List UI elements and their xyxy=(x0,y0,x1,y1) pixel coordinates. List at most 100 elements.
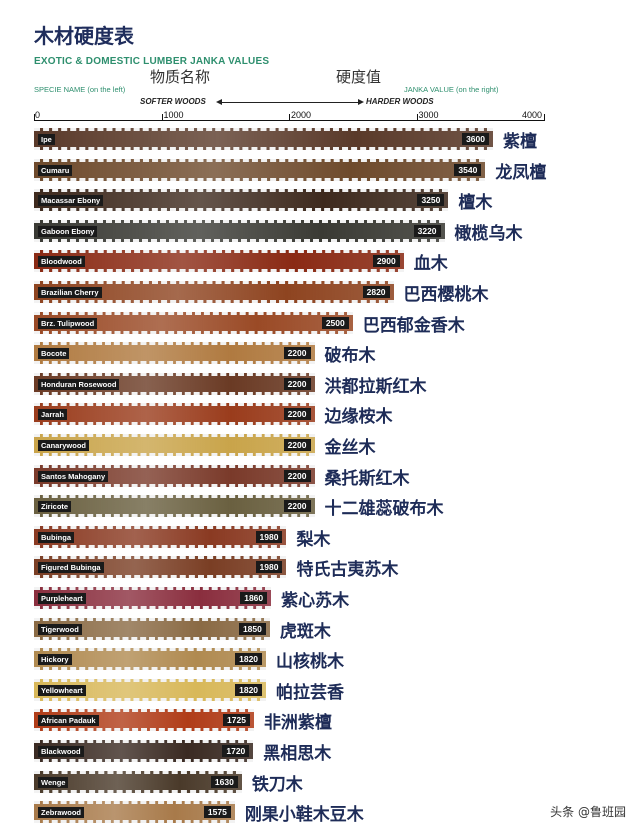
bar-value-label: 1980 xyxy=(255,561,283,574)
bar: Wenge 1630 xyxy=(34,770,242,793)
chart-subtitle: EXOTIC & DOMESTIC LUMBER JANKA VALUES xyxy=(34,56,270,67)
bar-category-label: Purpleheart xyxy=(38,593,86,604)
bar: Santos Mahogany 2200 xyxy=(34,464,315,487)
bar: Macassar Ebony 3250 xyxy=(34,189,449,212)
bar-cn-label: 巴西郁金香木 xyxy=(362,315,465,336)
bar-category-label: Bocote xyxy=(38,348,70,360)
direction-arrow xyxy=(216,99,364,105)
x-tick-mark xyxy=(289,114,290,121)
bar-category-label: Canarywood xyxy=(38,440,90,451)
bar-cn-label: 特氏古夷苏木 xyxy=(296,560,399,581)
bar: Bubinga 1980 xyxy=(34,525,287,548)
bar-category-label: Brazilian Cherry xyxy=(38,287,102,298)
bar-category-label: Zebrawood xyxy=(38,807,85,819)
bar-value-label: 1860 xyxy=(240,592,268,604)
bar-value-label: 2200 xyxy=(283,469,311,482)
cn-right-label: 硬度值 xyxy=(336,68,382,86)
bar-category-label: Cumaru xyxy=(38,164,73,176)
bar: Brazilian Cherry 2820 xyxy=(34,281,394,303)
bar-category-label: Blackwood xyxy=(38,746,84,757)
bar-cn-label: 山核桃木 xyxy=(276,652,345,673)
bar: Jarrah 2200 xyxy=(34,403,315,426)
bar-category-label: Wenge xyxy=(38,776,69,788)
bar-cn-label: 巴西樱桃木 xyxy=(403,285,489,305)
x-tick-mark xyxy=(544,114,545,121)
harder-label: HARDER WOODS xyxy=(366,97,434,106)
bar-category-label: Tigerwood xyxy=(38,623,82,635)
bar-cn-label: 紫心苏木 xyxy=(281,591,350,611)
bar-cn-label: 龙凤檀 xyxy=(495,162,547,183)
bar-value-label: 1980 xyxy=(255,530,283,543)
bar-cn-label: 刚果小鞋木豆木 xyxy=(244,805,364,826)
bar: Ziricote 2200 xyxy=(34,495,315,518)
bar: Brz. Tulipwood 2500 xyxy=(34,311,353,334)
bar-value-label: 1630 xyxy=(210,775,238,788)
bar-value-label: 2200 xyxy=(283,347,311,360)
bar: Yellowheart 1820 xyxy=(34,678,267,701)
bar-category-label: Hickory xyxy=(38,654,72,666)
bar-category-label: Brz. Tulipwood xyxy=(38,317,98,329)
bar: Honduran Rosewood 2200 xyxy=(34,372,315,395)
bar-category-label: Gaboon Ebony xyxy=(38,225,98,237)
bar: Ipe 3600 xyxy=(34,128,493,150)
bar-category-label: Macassar Ebony xyxy=(38,195,104,207)
x-tick-mark xyxy=(416,114,418,121)
bar: Cumaru 3540 xyxy=(34,158,486,181)
bar: Blackwood 1720 xyxy=(34,740,254,762)
bar-value-label: 2200 xyxy=(283,377,311,390)
bar-value-label: 3600 xyxy=(462,133,489,145)
bar-value-label: 1575 xyxy=(203,806,231,819)
x-tick-label: 4000 xyxy=(522,110,543,120)
x-tick-mark xyxy=(161,114,163,121)
bar-cn-label: 金丝木 xyxy=(324,438,376,458)
x-tick-label: 0 xyxy=(35,110,41,120)
page-title: 木材硬度表 xyxy=(34,24,134,48)
bar: Zebrawood 1575 xyxy=(34,801,235,824)
bar-value-label: 2820 xyxy=(362,286,390,298)
bar: African Padauk 1725 xyxy=(34,709,254,732)
bar-value-label: 2200 xyxy=(283,408,311,421)
bar-cn-label: 帕拉芸香 xyxy=(276,682,345,703)
bar: Hickory 1820 xyxy=(34,648,267,671)
bar-cn-label: 血木 xyxy=(413,254,448,275)
x-tick-label: 2000 xyxy=(291,110,312,120)
bar-cn-label: 梨木 xyxy=(296,529,331,550)
bar-cn-label: 黑相思木 xyxy=(263,744,332,764)
bar: Bloodwood 2900 xyxy=(34,250,404,273)
bar-category-label: Figured Bubinga xyxy=(38,562,104,574)
bar-value-label: 2200 xyxy=(283,439,311,451)
bar-value-label: 2500 xyxy=(321,316,349,329)
right-caption: JANKA VALUE (on the right) xyxy=(404,85,499,94)
bar-value-label: 1725 xyxy=(223,714,250,727)
bar-category-label: Jarrah xyxy=(38,409,67,421)
x-tick-label: 3000 xyxy=(418,110,439,120)
x-tick-mark xyxy=(34,114,35,121)
bar-cn-label: 桑托斯红木 xyxy=(324,468,410,489)
bar-cn-label: 十二雄蕊破布木 xyxy=(324,499,444,520)
bar-value-label: 3250 xyxy=(417,194,445,207)
watermark: 头条 @鲁班园 xyxy=(550,805,626,819)
bar-category-label: Ipe xyxy=(38,134,55,145)
bar-category-label: African Padauk xyxy=(38,715,99,727)
bar: Tigerwood 1850 xyxy=(34,617,270,640)
bar-cn-label: 虎斑木 xyxy=(279,621,331,642)
bar-category-label: Bubinga xyxy=(38,531,74,543)
bar-cn-label: 洪都拉斯红木 xyxy=(324,376,427,397)
bar-category-label: Santos Mahogany xyxy=(38,470,109,482)
left-caption: SPECIE NAME (on the left) xyxy=(34,85,126,94)
bar-value-label: 1850 xyxy=(238,622,266,635)
bar-category-label: Ziricote xyxy=(38,501,72,513)
bar-cn-label: 檀木 xyxy=(458,193,493,214)
bar-cn-label: 破布木 xyxy=(324,346,376,367)
bar-value-label: 3540 xyxy=(454,163,482,176)
bar: Canarywood 2200 xyxy=(34,434,315,456)
bar: Figured Bubinga 1980 xyxy=(34,556,287,579)
bar-cn-label: 紫檀 xyxy=(503,132,537,152)
bar-cn-label: 边缘桉木 xyxy=(324,407,393,428)
softer-label: SOFTER WOODS xyxy=(140,97,206,106)
bar: Bocote 2200 xyxy=(34,342,315,365)
bar-value-label: 3220 xyxy=(413,224,441,237)
x-tick-label: 1000 xyxy=(163,110,184,120)
bar-category-label: Bloodwood xyxy=(38,256,85,268)
bar-value-label: 2200 xyxy=(283,500,311,513)
